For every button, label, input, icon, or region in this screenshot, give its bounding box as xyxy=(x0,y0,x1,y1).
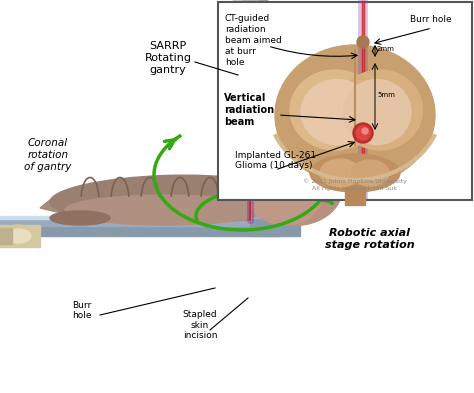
Circle shape xyxy=(357,36,369,48)
Ellipse shape xyxy=(343,79,411,145)
Ellipse shape xyxy=(310,154,400,192)
Bar xyxy=(0,218,280,236)
Ellipse shape xyxy=(290,70,380,150)
Circle shape xyxy=(356,126,370,140)
Ellipse shape xyxy=(320,159,360,187)
Circle shape xyxy=(353,123,373,143)
Text: © 2011 Johns Hopkins University
All rights reserved. Ian Suk: © 2011 Johns Hopkins University All righ… xyxy=(303,179,407,191)
Ellipse shape xyxy=(243,125,257,131)
Bar xyxy=(345,185,365,205)
Circle shape xyxy=(242,177,258,193)
Bar xyxy=(250,210,300,218)
Text: 2mm: 2mm xyxy=(377,46,395,52)
Bar xyxy=(0,218,280,226)
Ellipse shape xyxy=(235,107,265,117)
Ellipse shape xyxy=(351,160,389,186)
Ellipse shape xyxy=(268,161,288,191)
Circle shape xyxy=(248,183,252,187)
Bar xyxy=(235,80,265,112)
Ellipse shape xyxy=(247,165,322,225)
Text: SARRP
Rotating
gantry: SARRP Rotating gantry xyxy=(145,41,191,75)
Circle shape xyxy=(313,178,323,188)
Text: Implanted GL-261
Glioma (10 days): Implanted GL-261 Glioma (10 days) xyxy=(235,151,316,170)
Text: Robotic axial
stage rotation: Robotic axial stage rotation xyxy=(325,228,415,250)
Text: Burr hole: Burr hole xyxy=(410,15,452,24)
Text: CT-guided
radiation
beam aimed
at burr
hole: CT-guided radiation beam aimed at burr h… xyxy=(225,14,282,68)
Ellipse shape xyxy=(245,127,255,132)
Polygon shape xyxy=(239,112,261,128)
Ellipse shape xyxy=(337,70,422,150)
Bar xyxy=(0,228,12,244)
Bar xyxy=(0,225,40,247)
Bar xyxy=(0,216,280,219)
Ellipse shape xyxy=(233,75,267,85)
Circle shape xyxy=(318,180,320,184)
Ellipse shape xyxy=(50,211,110,225)
Bar xyxy=(259,0,267,80)
Ellipse shape xyxy=(275,45,435,185)
Ellipse shape xyxy=(65,195,265,225)
Text: Coronal
rotation
of gantry: Coronal rotation of gantry xyxy=(24,138,72,172)
Bar xyxy=(236,80,264,112)
Text: 5mm: 5mm xyxy=(377,92,395,98)
Bar xyxy=(233,0,267,80)
Ellipse shape xyxy=(235,75,265,85)
Ellipse shape xyxy=(0,225,36,247)
Ellipse shape xyxy=(343,184,357,193)
Bar xyxy=(250,210,300,236)
Ellipse shape xyxy=(5,229,31,243)
Polygon shape xyxy=(40,180,280,222)
Ellipse shape xyxy=(50,175,280,221)
Circle shape xyxy=(245,180,255,190)
Text: Burr
hole: Burr hole xyxy=(72,301,92,320)
Text: Vertical
radiation
beam: Vertical radiation beam xyxy=(224,93,274,127)
Bar xyxy=(218,2,472,200)
Ellipse shape xyxy=(262,154,294,196)
Ellipse shape xyxy=(301,79,373,145)
Circle shape xyxy=(362,128,368,134)
Ellipse shape xyxy=(247,151,343,226)
Text: Stapled
skin
incision: Stapled skin incision xyxy=(182,310,217,340)
Bar xyxy=(233,0,241,80)
